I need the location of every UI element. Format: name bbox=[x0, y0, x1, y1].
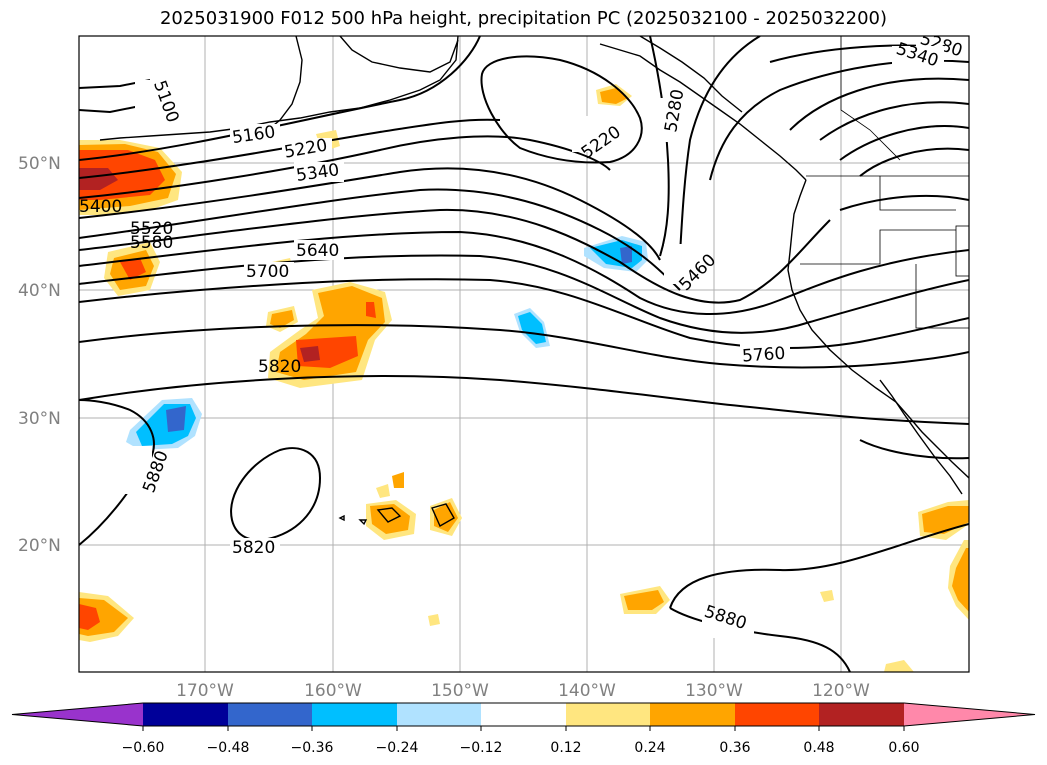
colorbar-extend-low bbox=[12, 703, 143, 726]
colorbar-tick-label: 0.36 bbox=[719, 740, 750, 756]
lat-label: 20°N bbox=[18, 536, 61, 556]
colorbar-segment bbox=[228, 703, 312, 726]
longitude-labels: 170°W 160°W 150°W 140°W 130°W 120°W bbox=[176, 681, 870, 701]
coastlines bbox=[99, 36, 969, 527]
colorbar-tick-label: −0.36 bbox=[291, 740, 334, 756]
colorbar: −0.60 −0.48 −0.36 −0.24 −0.12 0.12 0.24 0.36 0.4… bbox=[11, 702, 1036, 756]
lon-label: 130°W bbox=[685, 681, 743, 701]
colorbar-tick-label: −0.24 bbox=[376, 740, 419, 756]
precip-shading bbox=[79, 84, 969, 672]
colorbar-segment bbox=[397, 703, 481, 726]
lon-label: 150°W bbox=[431, 681, 489, 701]
lon-label: 160°W bbox=[304, 681, 362, 701]
colorbar-segment bbox=[566, 703, 650, 726]
colorbar-tick-label: −0.60 bbox=[122, 740, 165, 756]
contour-label: 5820 bbox=[232, 538, 275, 558]
colorbar-extend-high bbox=[904, 703, 1035, 726]
lon-label: 170°W bbox=[176, 681, 234, 701]
map-panel: 5100 5160 5220 5340 5400 5520 5580 5640 … bbox=[79, 36, 969, 672]
colorbar-segment bbox=[312, 703, 397, 726]
contour-label: 5640 bbox=[296, 241, 339, 261]
map-title: 2025031900 F012 500 hPa height, precipit… bbox=[159, 8, 888, 29]
lon-label: 120°W bbox=[812, 681, 870, 701]
latitude-labels: 50°N 40°N 30°N 20°N bbox=[18, 154, 61, 556]
height-contours bbox=[79, 36, 969, 672]
contour-label: 5760 bbox=[741, 344, 786, 367]
lat-label: 30°N bbox=[18, 409, 61, 429]
lat-label: 50°N bbox=[18, 154, 61, 174]
contour-label: 5580 bbox=[130, 233, 173, 253]
contour-label: 5820 bbox=[258, 357, 301, 377]
contour-label: 5520 bbox=[130, 219, 173, 239]
lat-label: 40°N bbox=[18, 281, 61, 301]
colorbar-segment bbox=[735, 703, 819, 726]
colorbar-tick-label: −0.12 bbox=[460, 740, 503, 756]
colorbar-segment bbox=[481, 703, 566, 726]
map-frame bbox=[78, 35, 970, 673]
colorbar-tick-label: 0.48 bbox=[803, 740, 834, 756]
colorbar-tick-label: −0.48 bbox=[207, 740, 250, 756]
colorbar-tick-label: 0.12 bbox=[550, 740, 581, 756]
colorbar-segment bbox=[143, 703, 228, 726]
lon-label: 140°W bbox=[558, 681, 616, 701]
colorbar-segment bbox=[650, 703, 735, 726]
contour-label: 5400 bbox=[79, 197, 122, 217]
colorbar-tick-label: 0.24 bbox=[634, 740, 665, 756]
contour-label: 5700 bbox=[246, 262, 289, 282]
colorbar-segment bbox=[819, 703, 904, 726]
colorbar-tick-label: 0.60 bbox=[888, 740, 919, 756]
